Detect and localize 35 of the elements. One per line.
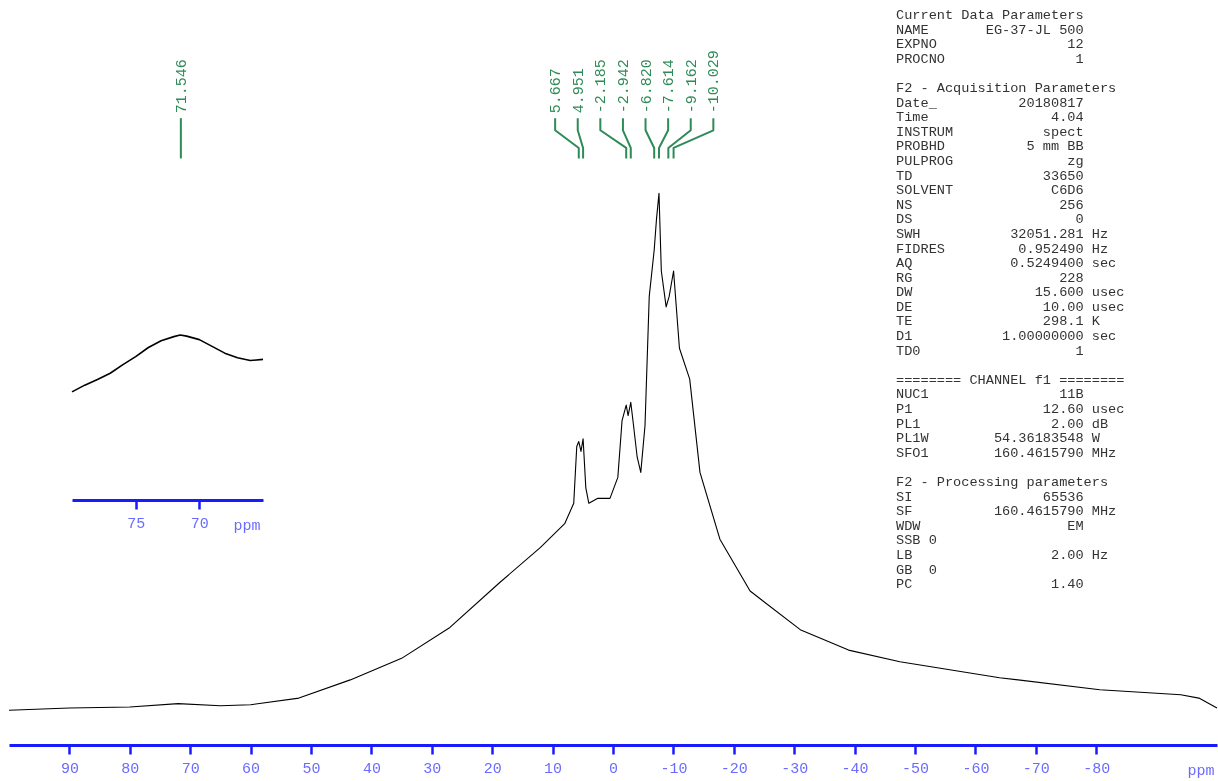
x-tick-label: 40 (362, 760, 381, 778)
x-tick-label: -80 (1083, 760, 1111, 778)
annotation: -9.162 (683, 59, 701, 114)
x-tick-label: 50 (302, 760, 321, 778)
text: F2 - Acquisition Parameters Date_ 20180817 Time 4.04 INSTRUM spect PROBHD 5 mm BB PULPROG zg TD 33650 SOLVENT C6D6 NS 256 DS 0 SWH 32051.281 Hz FIDRES 0.952490 Hz AQ 0.5249400 sec RG 228 DW 15.600 usec DE 10.00 usec TE 298.1 K D1 1.00000000 sec TD0 1 (896, 80, 1125, 359)
x-tick-label: 0 (608, 760, 619, 778)
annotation: ======== CHANNEL f1 ======== NUC1 11B P1 12.60 usec PL1 2.00 dB PL1W 54.36183548 W SFO1 160.4615790 MHz (896, 372, 1125, 462)
x-tick-label: 75 (127, 515, 146, 533)
annotation: -7.614 (661, 59, 679, 114)
annotation: 71.546 (173, 59, 191, 114)
x-tick-label: -70 (1022, 760, 1050, 778)
x-tick-label: 70 (190, 515, 209, 533)
x-tick-label: 80 (121, 760, 140, 778)
annotation: -2.942 (615, 59, 633, 114)
x-tick-label: -40 (841, 760, 869, 778)
x-tick-label: 70 (181, 760, 200, 778)
x-axis-title: ppm (233, 517, 261, 535)
annotation: -10.029 (706, 50, 724, 114)
x-tick-label: -50 (901, 760, 930, 778)
x-tick-label: 90 (60, 760, 79, 778)
annotation: 4.951 (570, 68, 588, 114)
annotation: -2.185 (593, 59, 611, 114)
x-tick-label: 20 (483, 760, 502, 778)
annotation: -6.820 (638, 59, 656, 114)
text: Current Data Parameters NAME EG-37-JL 500 EXPNO 12 PROCNO 1 (896, 8, 1085, 68)
x-tick-label: -10 (660, 760, 688, 778)
x-tick-label: -30 (781, 760, 809, 778)
x-tick-label: 30 (423, 760, 442, 778)
annotation: 5.667 (548, 68, 566, 114)
x-tick-label: -60 (962, 760, 990, 778)
annotation: F2 - Processing parameters SI 65536 SF 160.4615790 MHz WDW EM SSB 0 LB 2.00 Hz GB 0 PC 1.40 (896, 475, 1118, 593)
x-tick-label: 10 (544, 760, 563, 778)
x-tick-label: 60 (242, 760, 261, 778)
x-tick-label: -20 (720, 760, 748, 778)
x-axis-title: ppm (1187, 762, 1215, 780)
